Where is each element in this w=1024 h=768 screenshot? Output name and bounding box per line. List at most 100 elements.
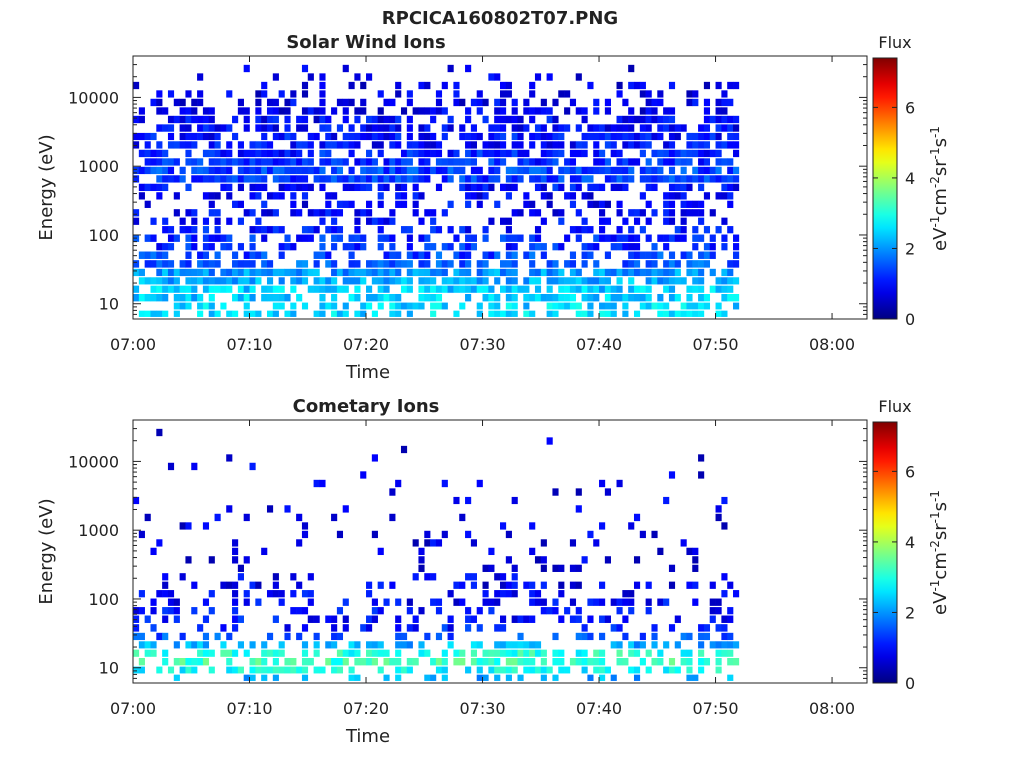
heatmap-cell [202,132,210,141]
heatmap-cell [692,285,699,293]
heatmap-cell [447,158,454,166]
heatmap-cell [505,530,512,539]
heatmap-cell [197,294,204,302]
heatmap-cell [674,124,681,132]
heatmap-cell [546,285,553,293]
heatmap-cell [167,277,175,285]
heatmap-cell [633,209,641,217]
heatmap-cell [587,251,594,259]
heatmap-cell [377,132,384,141]
heatmap-cell [633,217,641,225]
heatmap-cell [500,310,507,317]
heatmap-cell [377,217,384,225]
heatmap-cell [220,641,227,649]
heatmap-cell [692,141,699,149]
heatmap-cell [226,158,233,166]
heatmap-cell [721,98,728,107]
heatmap-cells [133,428,740,681]
heatmap-cell [610,294,617,302]
heatmap-cell [558,175,565,183]
heatmap-cell [197,98,204,107]
heatmap-cell [325,251,332,259]
heatmap-cell [453,277,460,285]
heatmap-cell [686,209,693,217]
heatmap-cell [430,217,437,225]
heatmap-cell [721,573,728,581]
heatmap-cell [581,277,588,285]
heatmap-cell [232,607,239,615]
heatmap-cell [296,141,303,149]
heatmap-cell [377,285,384,293]
heatmap-cell [616,641,623,649]
heatmap-cell [482,226,489,234]
heatmap-cell [680,649,687,657]
heatmap-cell [657,98,664,107]
heatmap-cell [156,428,163,437]
heatmap-cell [529,666,536,674]
heatmap-cell [342,183,349,192]
heatmap-cell [261,649,268,657]
heatmap-cell [733,277,740,285]
heatmap-cell [686,581,693,589]
heatmap-cell [406,166,413,175]
heatmap-cell [336,166,344,175]
heatmap-cell [651,183,658,192]
heatmap-cell [424,294,431,302]
heatmap-cell [313,268,320,277]
heatmap-cell [721,124,728,132]
heatmap-cell [505,294,512,302]
heatmap-cell [150,132,157,141]
heatmap-cell [173,285,180,293]
heatmap-cell [360,183,367,192]
heatmap-cell [313,632,320,641]
heatmap-cell [721,141,728,149]
heatmap-cell [733,124,740,132]
heatmap-cell [465,615,472,623]
heatmap-cell [633,581,641,589]
heatmap-cell [593,294,600,302]
heatmap-cell [400,641,408,649]
heatmap-cell [680,302,687,310]
heatmap-cell [383,294,390,302]
heatmap-cell [587,226,594,234]
heatmap-cell [593,268,600,277]
heatmap-cell [389,141,396,149]
heatmap-cell [517,132,524,141]
heatmap-cell [610,674,617,681]
heatmap-cell [307,183,314,192]
heatmap-cell [599,674,606,681]
heatmap-cell [319,158,326,166]
heatmap-cell [138,530,145,539]
heatmap-cell [150,285,157,293]
heatmap-cell [167,90,175,98]
heatmap-cell [692,564,699,572]
heatmap-cell [628,666,635,674]
heatmap-cell [604,124,611,132]
heatmap-cell [435,251,443,259]
heatmap-cell [389,175,396,183]
heatmap-cell [232,598,239,606]
heatmap-cell [523,107,530,115]
heatmap-cell [348,98,355,107]
heatmap-cell [569,615,577,623]
heatmap-cell [505,234,512,242]
heatmap-cell [191,158,198,166]
heatmap-cell [523,98,530,107]
heatmap-cell [721,115,728,124]
heatmap-cell [272,573,279,581]
heatmap-cell [173,310,180,317]
heatmap-cell [703,251,711,259]
heatmap-cell [278,226,285,234]
heatmap-cell [604,141,611,149]
heatmap-cell [593,183,600,192]
heatmap-cell [144,251,151,259]
heatmap-cell [395,294,402,302]
heatmap-cell [587,632,594,641]
heatmap-cell [319,302,326,310]
heatmap-cell [389,260,396,268]
heatmap-cell [529,115,536,124]
heatmap-cell [569,158,577,166]
heatmap-cell [430,115,437,124]
heatmap-cell [179,522,186,530]
heatmap-cell [703,141,711,149]
